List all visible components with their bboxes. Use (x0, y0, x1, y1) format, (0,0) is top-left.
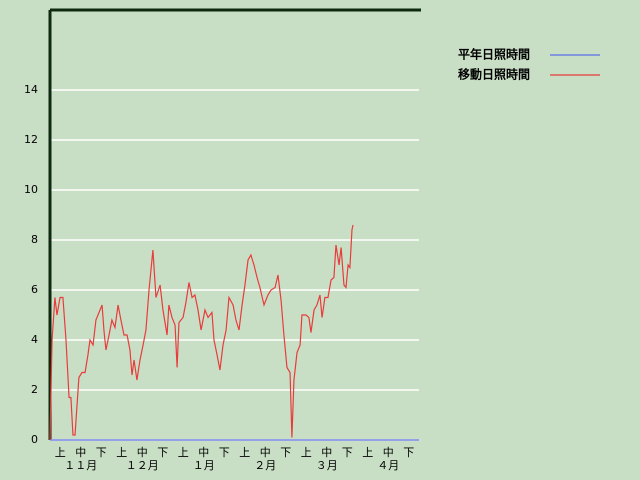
y-tick-label: 12 (24, 133, 38, 146)
month-label: １月 (193, 459, 215, 472)
y-tick-label: 8 (31, 233, 38, 246)
x-tick-label: 上 (178, 446, 189, 459)
y-tick-label: 6 (31, 283, 38, 296)
series-line (49, 224, 354, 441)
x-tick-label: 下 (403, 446, 414, 459)
x-tick-label: 上 (116, 446, 127, 459)
x-tick-label: 上 (55, 446, 66, 459)
x-tick-label: 中 (198, 446, 209, 459)
y-tick-label: 4 (31, 333, 38, 346)
month-label: １２月 (126, 459, 159, 472)
x-tick-label: 中 (137, 446, 148, 459)
x-tick-label: 下 (157, 446, 168, 459)
x-tick-label: 中 (75, 446, 86, 459)
x-tick-label: 上 (362, 446, 373, 459)
x-tick-label: 下 (96, 446, 107, 459)
legend-label: 平年日照時間 (458, 47, 530, 62)
month-label: ２月 (254, 459, 276, 472)
legend-label: 移動日照時間 (458, 67, 530, 82)
month-label: ４月 (377, 459, 399, 472)
y-tick-label: 0 (31, 433, 38, 446)
x-tick-label: 下 (342, 446, 353, 459)
x-tick-label: 下 (280, 446, 291, 459)
x-tick-label: 中 (383, 446, 394, 459)
month-label: ３月 (316, 459, 338, 472)
y-tick-label: 14 (24, 83, 38, 96)
x-tick-label: 中 (260, 446, 271, 459)
y-tick-label: 2 (31, 383, 38, 396)
x-tick-label: 上 (239, 446, 250, 459)
month-label: １１月 (64, 459, 97, 472)
x-tick-label: 下 (219, 446, 230, 459)
x-tick-label: 中 (321, 446, 332, 459)
x-tick-label: 上 (301, 446, 312, 459)
y-tick-label: 10 (24, 183, 38, 196)
